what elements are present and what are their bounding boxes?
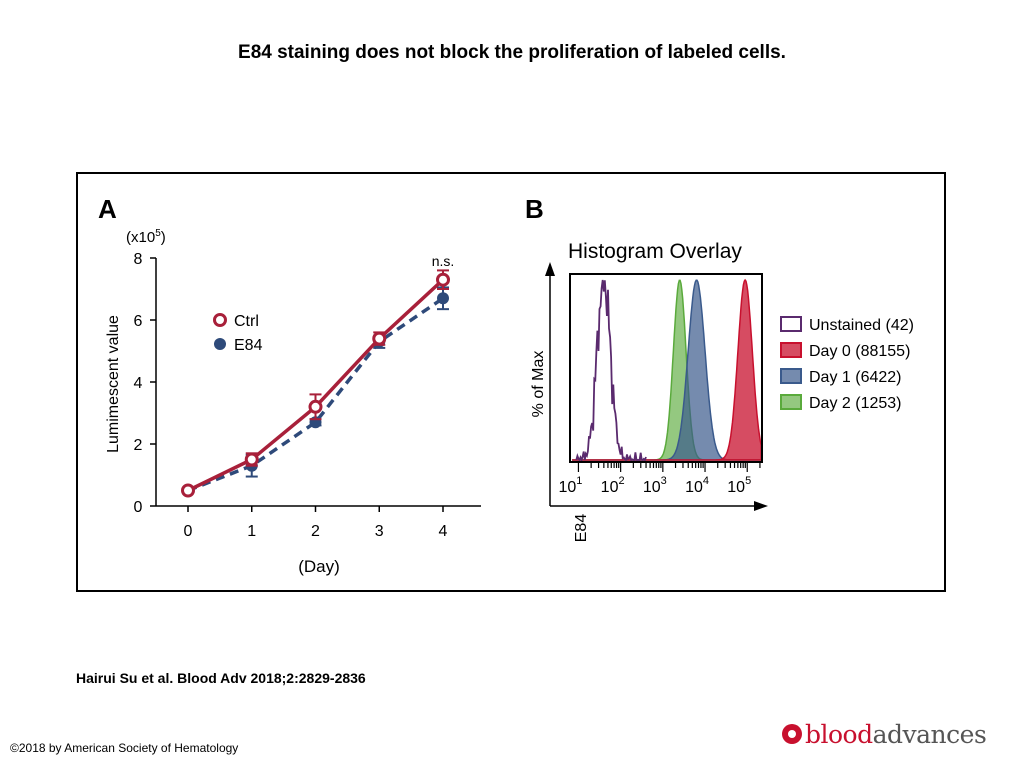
logo-text: bloodadvances — [805, 719, 987, 749]
x-tick-label: 1 — [247, 523, 256, 540]
panel-a-line-chart: A (x105) Lumimescent value (Day) 0 2 4 6 8 0… — [98, 194, 481, 576]
histogram-x-label: E84 — [573, 514, 590, 543]
legend-label-e84: E84 — [234, 337, 263, 354]
copyright: ©2018 by American Society of Hematology — [10, 741, 239, 755]
histogram-tick-label: 105 — [727, 475, 751, 496]
histogram-title: Histogram Overlay — [568, 240, 742, 263]
histogram-y-label: % of Max — [530, 351, 547, 418]
tick-base: 10 — [601, 479, 619, 496]
legend-swatch-day0 — [780, 342, 802, 358]
legend-panel-a: Ctrl E84 — [213, 313, 263, 354]
x-ticks: 0 1 2 3 4 — [184, 506, 448, 540]
figure-svg: A (x105) Lumimescent value (Day) 0 2 4 6 8 0… — [98, 194, 914, 576]
tick-base: 10 — [685, 479, 703, 496]
logo-word-blood: blood — [805, 719, 873, 749]
y-tick-label: 6 — [134, 313, 143, 330]
y-tick-label: 4 — [134, 375, 143, 392]
histogram-curve-unstained — [575, 279, 647, 463]
x-tick-label: 3 — [375, 523, 384, 540]
y-axis-label: Lumimescent value — [105, 315, 122, 453]
histogram-x-ticks: 101 102 103 104 105 — [558, 462, 761, 496]
x-tick-label: 4 — [439, 523, 448, 540]
tick-exponent: 2 — [618, 475, 624, 487]
tick-base: 10 — [643, 479, 661, 496]
y-tick-label: 8 — [134, 251, 143, 268]
histogram-tick-label: 102 — [601, 475, 625, 496]
y-tick-label: 2 — [134, 437, 143, 454]
tick-exponent: 4 — [703, 475, 709, 487]
blood-advances-logo: bloodadvances — [782, 718, 987, 750]
legend-swatch-day1 — [780, 368, 802, 384]
y-multiplier-label: (x105) — [126, 228, 166, 246]
legend-swatch-day2 — [780, 394, 802, 410]
data-point-ctrl — [244, 452, 259, 467]
citation: Hairui Su et al. Blood Adv 2018;2:2829-2… — [76, 670, 366, 686]
histogram-tick-label: 104 — [685, 475, 709, 496]
logo-word-advances: advances — [872, 719, 987, 749]
series-line-ctrl — [187, 278, 445, 493]
y-tick-label: 0 — [134, 499, 143, 516]
legend-label-day2: Day 2 (1253) — [809, 395, 902, 412]
tick-exponent: 5 — [745, 475, 751, 487]
histogram-curve-day0 — [572, 278, 762, 461]
x-tick-label: 0 — [184, 523, 193, 540]
tick-exponent: 1 — [576, 475, 582, 487]
tick-base: 10 — [727, 479, 745, 496]
data-point-ctrl — [308, 399, 323, 414]
tick-exponent: 3 — [661, 475, 667, 487]
data-point-ctrl — [372, 331, 387, 346]
histogram-legend: Unstained (42) Day 0 (88155) Day 1 (6422) D… — [780, 316, 914, 412]
data-point-ctrl — [436, 272, 450, 287]
y-ticks: 0 2 4 6 8 — [134, 251, 156, 516]
legend-swatch-unstained — [780, 316, 802, 332]
legend-label-ctrl: Ctrl — [234, 313, 259, 330]
tick-base: 10 — [558, 479, 576, 496]
histogram-plot-box — [569, 273, 763, 463]
series-group — [181, 269, 450, 498]
panel-b-letter: B — [525, 194, 544, 224]
series-line-e84 — [187, 296, 444, 493]
ns-annotation: n.s. — [432, 253, 455, 269]
y-arrow-head — [545, 262, 555, 276]
histogram-tick-label: 103 — [643, 475, 667, 496]
legend-marker-e84 — [214, 338, 226, 350]
histogram-tick-label: 101 — [558, 475, 582, 496]
legend-label-day0: Day 0 (88155) — [809, 343, 910, 360]
panel-b-histogram: B Histogram Overlay % of Max E84 101 102 1… — [525, 194, 914, 542]
figure-frame: A (x105) Lumimescent value (Day) 0 2 4 6 8 0… — [76, 172, 946, 592]
x-arrow-head — [754, 501, 768, 511]
histogram-curves — [572, 278, 762, 463]
legend-label-day1: Day 1 (6422) — [809, 369, 902, 386]
data-point-e84 — [437, 292, 449, 305]
legend-label-unstained: Unstained (42) — [809, 317, 914, 334]
panel-a-letter: A — [98, 194, 117, 224]
slide-title: E84 staining does not block the prolifer… — [238, 42, 786, 63]
blood-drop-icon — [782, 724, 802, 744]
legend-marker-ctrl — [213, 313, 227, 327]
x-axis-label: (Day) — [298, 557, 340, 576]
x-tick-label: 2 — [311, 523, 320, 540]
data-point-ctrl — [181, 483, 195, 498]
